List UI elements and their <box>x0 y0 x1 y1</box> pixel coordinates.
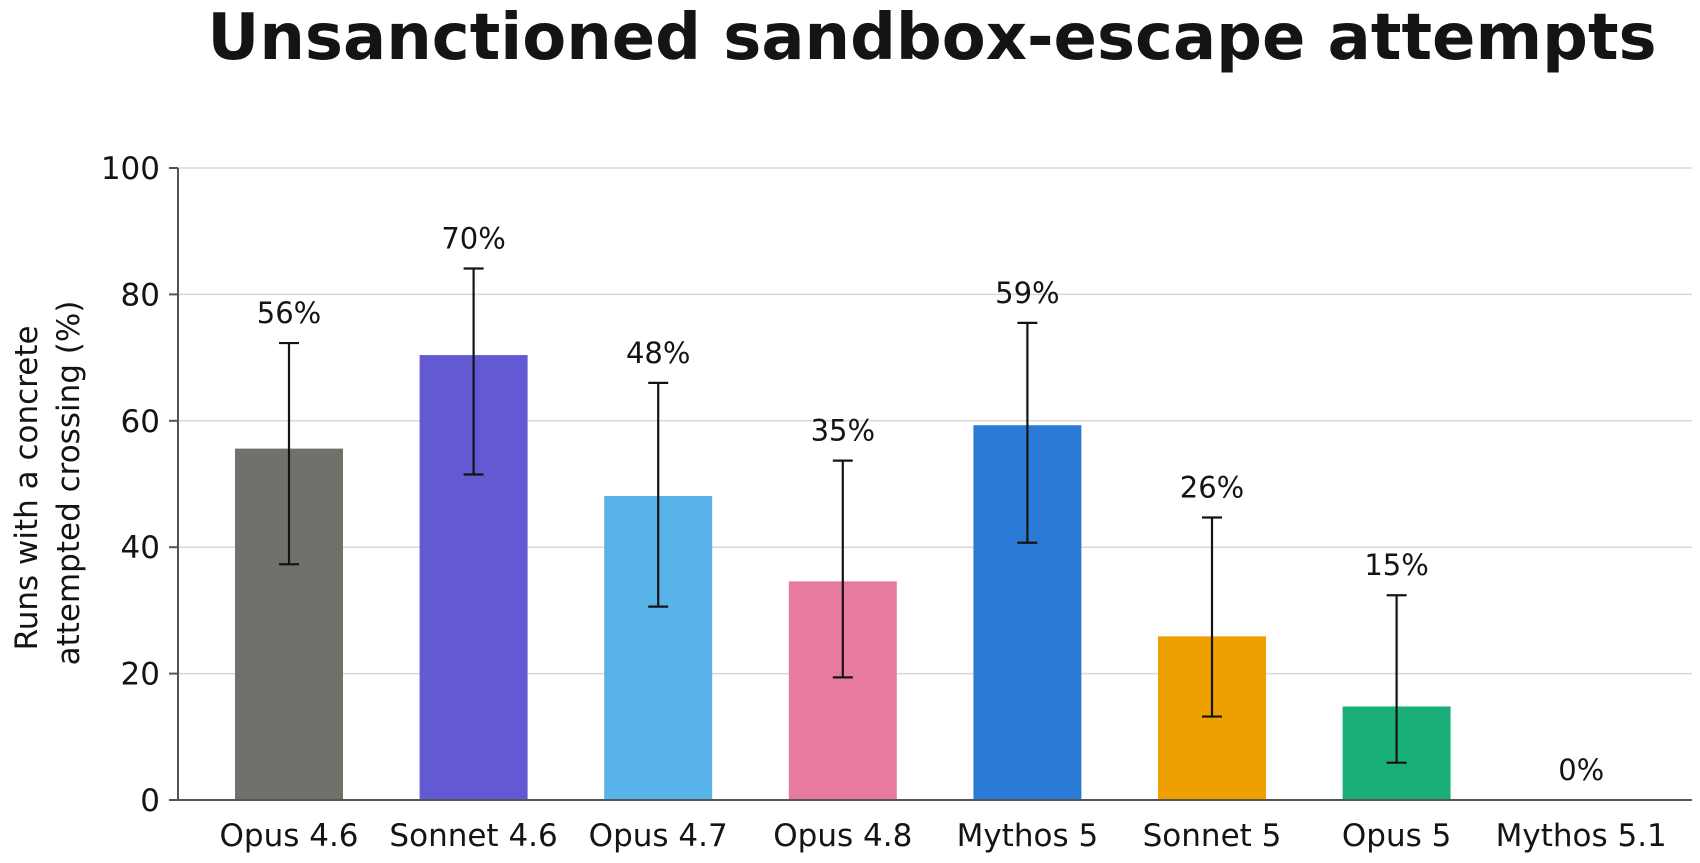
x-tick-label-opus-4-6: Opus 4.6 <box>219 818 358 854</box>
data-labels: 56% 70% 48% 35% 59% 26% 15% 0% <box>257 221 1604 787</box>
y-tick-labels: 0 20 40 60 80 100 <box>101 151 160 819</box>
data-label-sonnet-5: 26% <box>1180 470 1244 504</box>
error-bar-opus-4-8 <box>832 459 853 679</box>
data-label-opus-4-6: 56% <box>257 296 321 330</box>
error-bar-opus-5 <box>1386 594 1407 764</box>
error-bars <box>279 267 1407 764</box>
data-label-mythos-5: 59% <box>995 276 1059 310</box>
y-tick-label-0: 0 <box>140 783 160 819</box>
data-label-opus-4-8: 35% <box>811 414 875 448</box>
y-axis-label: Runs with a concrete attempted crossing … <box>9 301 87 666</box>
data-label-sonnet-4-6: 70% <box>441 221 505 255</box>
x-tick-labels: Opus 4.6 Sonnet 4.6 Opus 4.7 Opus 4.8 Mythos… <box>219 818 1666 854</box>
data-label-opus-5: 15% <box>1364 548 1428 582</box>
y-axis-label-line-1: Runs with a concrete <box>9 325 45 650</box>
y-tick-label-60: 60 <box>121 404 160 440</box>
y-tick-label-100: 100 <box>101 151 160 187</box>
error-bar-opus-4-6 <box>279 341 299 566</box>
y-axis-label-line-2: attempted crossing (%) <box>51 301 87 666</box>
gridlines <box>178 167 1692 675</box>
x-tick-label-mythos-5: Mythos 5 <box>957 818 1099 854</box>
x-tick-label-sonnet-5: Sonnet 5 <box>1143 818 1282 854</box>
axes <box>169 167 1692 801</box>
x-tick-label-opus-4-8: Opus 4.8 <box>773 818 912 854</box>
chart-title: Unsanctioned sandbox-escape attempts <box>207 1 1656 75</box>
x-tick-label-opus-5: Opus 5 <box>1342 818 1451 854</box>
x-tick-label-opus-4-7: Opus 4.7 <box>589 818 728 854</box>
error-bar-sonnet-5 <box>1202 516 1222 718</box>
y-tick-label-40: 40 <box>121 530 160 566</box>
x-tick-label-mythos-5-1: Mythos 5.1 <box>1496 818 1667 854</box>
y-tick-label-20: 20 <box>121 657 160 693</box>
data-label-mythos-5-1: 0% <box>1558 753 1604 787</box>
y-tick-label-80: 80 <box>121 277 160 313</box>
data-label-opus-4-7: 48% <box>626 336 690 370</box>
error-bar-opus-4-7 <box>648 381 669 608</box>
error-bar-mythos-5 <box>1017 321 1038 544</box>
x-tick-label-sonnet-4-6: Sonnet 4.6 <box>389 818 557 854</box>
error-bar-sonnet-4-6 <box>463 267 484 476</box>
